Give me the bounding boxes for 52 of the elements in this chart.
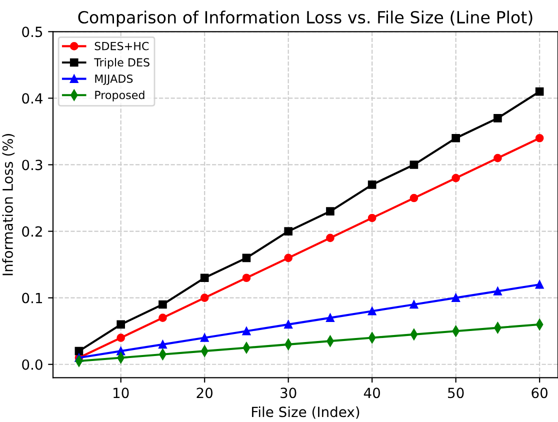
point (368, 214, 376, 222)
y-tick-label: 0.4 (22, 93, 43, 104)
chart-title: Comparison of Information Loss vs. File Size (Line Plot) (78, 10, 532, 27)
point (116, 320, 126, 329)
x-tick-label: 20 (196, 388, 213, 398)
point (452, 134, 460, 142)
point (368, 306, 376, 316)
y-tick-label: 0.2 (22, 226, 42, 237)
x-axis-title: File Size (Index) (252, 406, 360, 419)
point (326, 314, 334, 322)
point (242, 254, 251, 262)
point (494, 287, 502, 296)
point (326, 234, 334, 242)
legend-label: Proposed (95, 90, 144, 102)
point (116, 334, 126, 342)
x-tick-label: 30 (280, 388, 296, 398)
point (494, 154, 502, 162)
y-tick-label: 0.1 (22, 292, 42, 304)
point (494, 114, 502, 122)
legend-label: SDES+HC (94, 42, 149, 50)
point (410, 300, 418, 309)
point (284, 320, 293, 329)
point (200, 334, 209, 342)
point (284, 254, 293, 262)
y-tick-label: 0.0 (22, 359, 42, 370)
point (410, 194, 418, 202)
y-tick-label: 0.5 (22, 26, 42, 38)
point (452, 294, 460, 302)
point (74, 346, 84, 356)
point (368, 180, 376, 189)
y-axis-title: Information Loss (%) (2, 134, 15, 276)
x-tick-label: 50 (448, 388, 464, 398)
x-tick-label: 10 (114, 388, 129, 398)
point (242, 274, 251, 282)
legend-label: Triple DES (94, 58, 150, 69)
legend-label: MJJADS (95, 74, 133, 85)
point (452, 174, 460, 182)
point (284, 227, 293, 236)
x-tick-label: 60 (532, 388, 548, 398)
point (158, 340, 167, 349)
point (535, 134, 544, 142)
point (200, 274, 209, 282)
point (242, 326, 251, 336)
point (326, 207, 334, 216)
point (158, 300, 167, 309)
point (535, 280, 544, 289)
point (200, 294, 209, 302)
x-tick-label: 40 (364, 388, 380, 398)
point (535, 87, 544, 96)
point (158, 314, 167, 322)
point (410, 160, 418, 169)
y-tick-label: 0.3 (22, 160, 42, 170)
